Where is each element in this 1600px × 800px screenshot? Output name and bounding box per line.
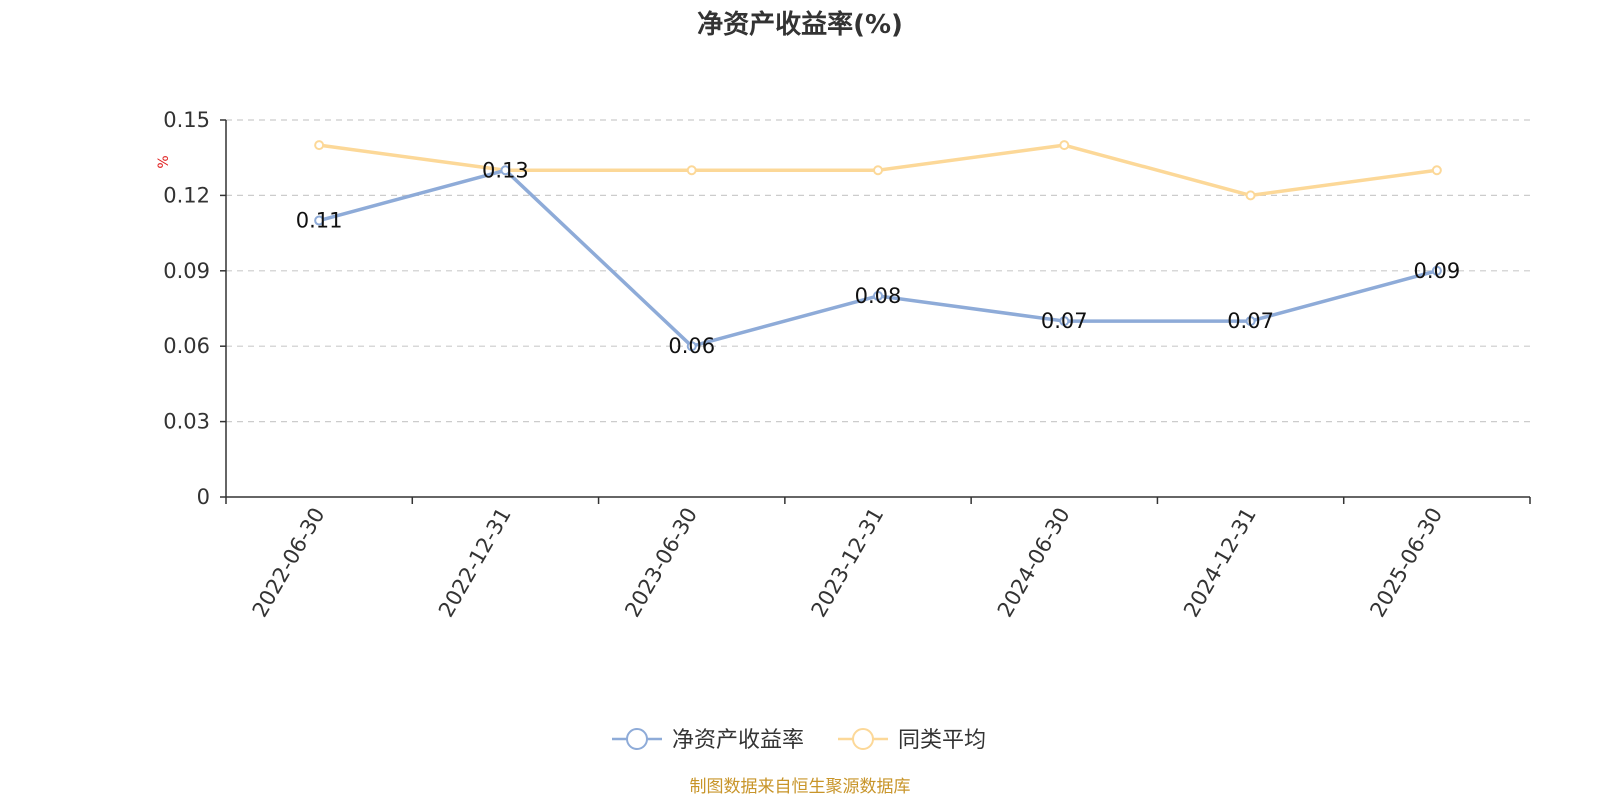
data-point [314, 140, 325, 151]
y-axis-unit-label: % [156, 155, 172, 168]
data-label: 0.09 [1413, 259, 1460, 283]
data-label: 0.08 [855, 284, 902, 308]
legend: 净资产收益率 同类平均 [612, 728, 986, 753]
data-point [686, 341, 697, 352]
data-point [1245, 316, 1256, 327]
data-point [500, 165, 511, 176]
data-point [1059, 316, 1070, 327]
data-label: 0.07 [1041, 309, 1088, 333]
legend-item[interactable]: 净资产收益率 [612, 728, 804, 753]
x-tick-label: 2022-06-30 [248, 504, 330, 622]
legend-label: 同类平均 [898, 728, 986, 753]
data-label: 0.11 [296, 209, 343, 233]
legend-marker [626, 728, 648, 750]
source-note: 制图数据来自恒生聚源数据库 [690, 777, 911, 797]
chart-title: 净资产收益率(%) [697, 9, 903, 40]
data-label: 0.06 [668, 334, 715, 358]
data-labels: 0.11 0.13 0.06 0.08 0.07 0.07 0.09 [296, 158, 1460, 358]
x-tick-label: 2025-06-30 [1365, 504, 1447, 622]
x-tick-label: 2023-06-30 [620, 504, 702, 622]
x-tick-label: 2024-12-31 [1179, 504, 1261, 622]
series-layer [314, 140, 1442, 352]
data-point [1431, 265, 1442, 276]
data-point [1059, 140, 1070, 151]
data-point [873, 290, 883, 301]
legend-item[interactable]: 同类平均 [838, 728, 986, 753]
legend-marker [852, 728, 874, 750]
y-tick-label: 0.09 [163, 259, 210, 283]
x-tick-label: 2024-06-30 [993, 504, 1075, 622]
data-label: 0.13 [482, 158, 529, 182]
data-point [1431, 165, 1442, 176]
x-tick-label: 2023-12-31 [807, 504, 889, 622]
grid-lines [226, 119, 1530, 423]
y-tick-label: 0 [197, 485, 210, 509]
data-point [686, 165, 697, 176]
data-point [873, 165, 883, 176]
y-tick-label: 0.06 [163, 334, 210, 358]
data-label: 0.07 [1227, 309, 1274, 333]
y-tick-label: 0.12 [163, 183, 210, 207]
data-point [1245, 190, 1256, 201]
data-point [314, 215, 325, 226]
y-tick-label: 0.15 [163, 108, 210, 132]
x-tick-label: 2022-12-31 [434, 504, 516, 622]
y-tick-label: 0.03 [163, 410, 210, 434]
legend-label: 净资产收益率 [672, 728, 804, 753]
